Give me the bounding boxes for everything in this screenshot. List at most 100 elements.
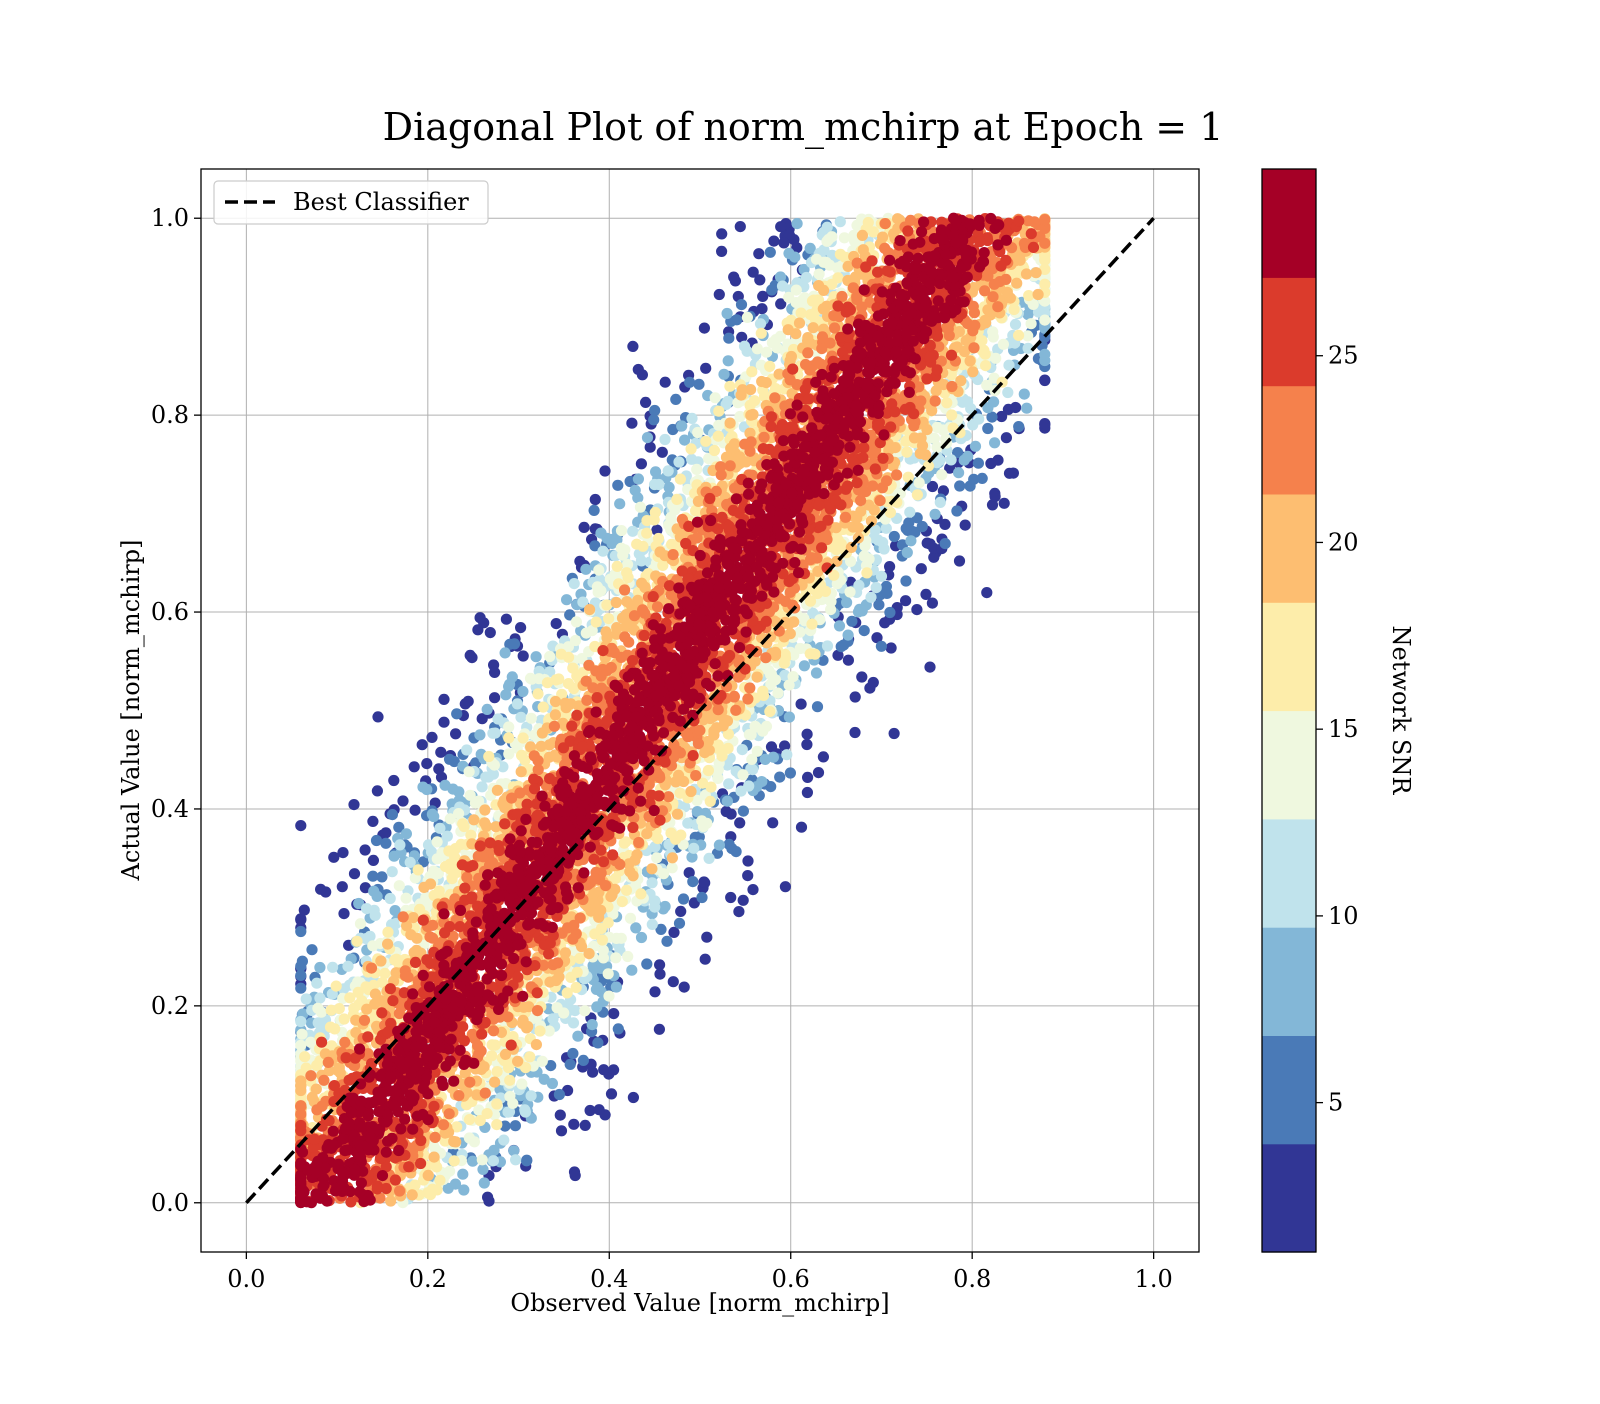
scatter-point	[649, 986, 660, 997]
scatter-points	[295, 213, 1050, 1209]
scatter-point	[571, 616, 582, 627]
scatter-point	[818, 285, 829, 296]
scatter-point	[348, 799, 359, 810]
scatter-point	[334, 1003, 345, 1014]
scatter-point	[725, 892, 736, 903]
scatter-point	[814, 269, 825, 280]
scatter-point	[960, 520, 971, 531]
scatter-point	[633, 473, 644, 484]
scatter-point	[836, 641, 847, 652]
scatter-point	[444, 754, 455, 765]
scatter-point	[673, 770, 684, 781]
scatter-point	[965, 355, 976, 366]
scatter-point	[725, 418, 736, 429]
scatter-point	[672, 809, 683, 820]
chart-title: Diagonal Plot of norm_mchirp at Epoch = …	[383, 105, 1224, 150]
scatter-point	[409, 761, 420, 772]
scatter-point	[661, 936, 672, 947]
scatter-point	[973, 414, 984, 425]
scatter-point	[946, 454, 957, 465]
scatter-point	[755, 318, 766, 329]
scatter-point	[849, 727, 860, 738]
scatter-point	[788, 671, 799, 682]
scatter-point	[939, 519, 950, 530]
scatter-point	[351, 936, 362, 947]
scatter-point	[780, 881, 791, 892]
scatter-point	[552, 1002, 563, 1013]
scatter-point	[678, 893, 689, 904]
scatter-point	[742, 870, 753, 881]
scatter-point	[542, 677, 553, 688]
scatter-point	[857, 230, 868, 241]
scatter-point	[449, 1155, 460, 1166]
scatter-point	[510, 1154, 521, 1165]
scatter-point	[492, 1066, 503, 1077]
scatter-point	[463, 696, 474, 707]
scatter-point	[465, 650, 476, 661]
scatter-point	[765, 247, 776, 258]
scatter-point	[831, 544, 842, 555]
scatter-point	[450, 843, 461, 854]
scatter-point	[387, 809, 398, 820]
scatter-point	[970, 441, 981, 452]
scatter-point	[385, 893, 396, 904]
scatter-point	[871, 582, 882, 593]
scatter-point	[572, 1031, 583, 1042]
scatter-point	[699, 323, 710, 334]
scatter-point	[646, 863, 657, 874]
scatter-point	[843, 630, 854, 641]
scatter-point	[745, 410, 756, 421]
scatter-point	[778, 237, 789, 248]
scatter-point	[761, 347, 772, 358]
scatter-point	[785, 628, 796, 639]
scatter-point	[856, 671, 867, 682]
scatter-point	[802, 347, 813, 358]
scatter-point	[385, 1195, 396, 1206]
scatter-point	[483, 751, 494, 762]
scatter-point	[675, 474, 686, 485]
scatter-point	[698, 876, 709, 887]
scatter-point	[311, 1084, 322, 1095]
scatter-point	[568, 1119, 579, 1130]
scatter-point	[337, 847, 348, 858]
scatter-point	[410, 805, 421, 816]
scatter-point	[600, 626, 611, 637]
scatter-point	[507, 671, 518, 682]
scatter-point	[630, 922, 641, 933]
scatter-point	[479, 804, 490, 815]
scatter-point	[853, 522, 864, 533]
scatter-point	[464, 1132, 475, 1143]
scatter-point	[636, 932, 647, 943]
scatter-point	[448, 1136, 459, 1147]
scatter-point	[941, 322, 952, 333]
scatter-point	[730, 275, 741, 286]
scatter-point	[617, 550, 628, 561]
scatter-point	[881, 588, 892, 599]
scatter-point	[587, 1067, 598, 1078]
scatter-point	[389, 851, 400, 862]
scatter-point	[658, 868, 669, 879]
scatter-point	[467, 1156, 478, 1167]
scatter-point	[616, 933, 627, 944]
scatter-point	[353, 987, 364, 998]
scatter-point	[833, 535, 844, 546]
scatter-point	[621, 596, 632, 607]
scatter-point	[612, 480, 623, 491]
scatter-point	[394, 880, 405, 891]
scatter-point	[1011, 278, 1022, 289]
scatter-point	[741, 456, 752, 467]
scatter-point	[905, 535, 916, 546]
scatter-point	[486, 1050, 497, 1061]
scatter-point	[451, 708, 462, 719]
scatter-point	[485, 627, 496, 638]
scatter-point	[516, 766, 527, 777]
scatter-point	[767, 817, 778, 828]
scatter-point	[526, 674, 537, 685]
scatter-point	[633, 364, 644, 375]
scatter-point	[685, 786, 696, 797]
scatter-point	[752, 746, 763, 757]
scatter-point	[477, 1154, 488, 1165]
scatter-point	[700, 363, 711, 374]
scatter-point	[311, 978, 322, 989]
